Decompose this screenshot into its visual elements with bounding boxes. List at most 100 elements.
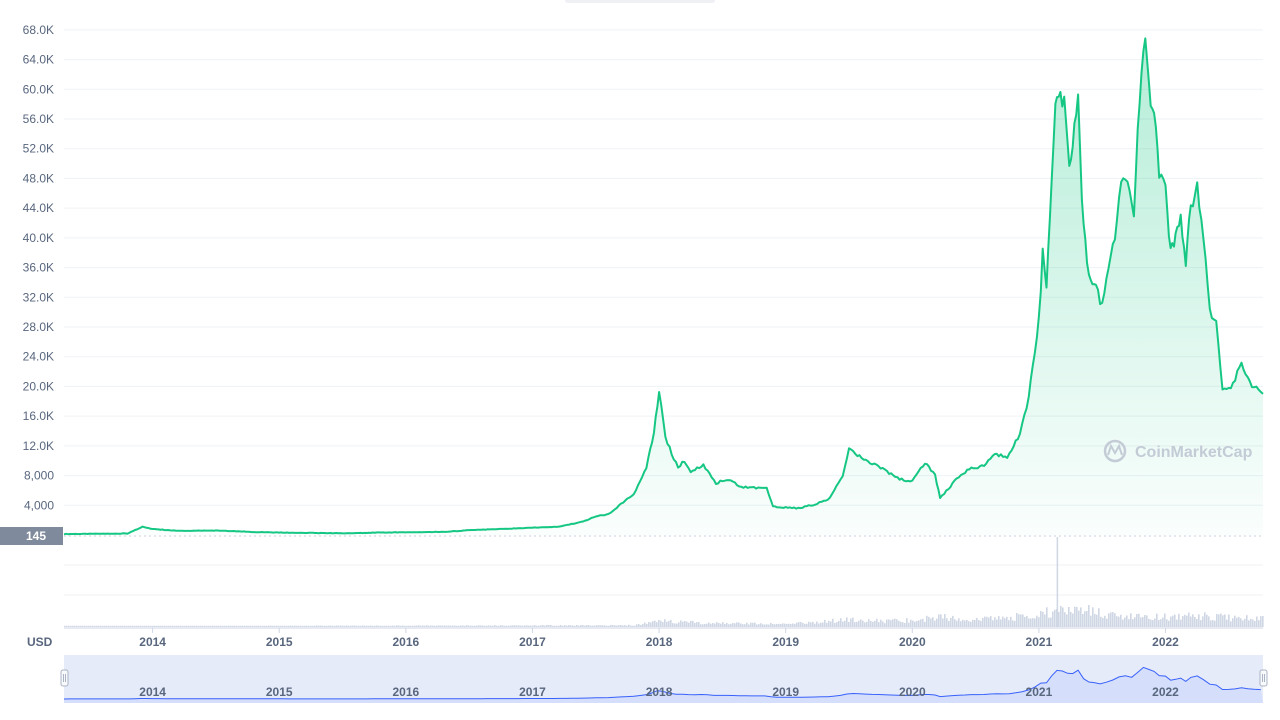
volume-bar xyxy=(504,625,506,627)
volume-bar xyxy=(270,625,272,627)
volume-bar xyxy=(126,626,128,627)
volume-bar xyxy=(464,626,466,627)
volume-bar xyxy=(296,626,298,627)
volume-bar xyxy=(1160,619,1162,627)
volume-bar xyxy=(170,626,172,627)
volume-bar xyxy=(806,623,808,627)
volume-spike-bar xyxy=(1056,537,1059,627)
volume-bar xyxy=(820,622,822,627)
volume-bar xyxy=(242,625,244,627)
volume-bar xyxy=(786,623,788,627)
navigator-tick-label: 2017 xyxy=(519,685,546,699)
volume-bar xyxy=(990,616,992,627)
volume-bar xyxy=(164,626,166,627)
volume-bar xyxy=(850,618,852,627)
volume-bar xyxy=(100,626,102,627)
volume-bar xyxy=(476,625,478,627)
volume-bar xyxy=(1096,614,1098,627)
handle-grip[interactable] xyxy=(60,669,69,687)
volume-bar xyxy=(592,625,594,627)
volume-bar xyxy=(122,626,124,627)
volume-bar xyxy=(666,621,668,627)
volume-bar xyxy=(794,623,796,627)
volume-bar xyxy=(206,626,208,627)
volume-bar xyxy=(842,621,844,627)
volume-bar xyxy=(732,622,734,627)
volume-bar xyxy=(424,625,426,627)
volume-bar xyxy=(146,626,148,627)
volume-bar xyxy=(1116,616,1118,627)
volume-bar xyxy=(892,619,894,627)
volume-bar xyxy=(1086,610,1088,627)
volume-bar xyxy=(136,626,138,627)
volume-bar xyxy=(304,626,306,627)
volume-bar xyxy=(652,621,654,627)
volume-bar xyxy=(132,626,134,627)
navigator-tick-label: 2021 xyxy=(1026,685,1053,699)
volume-bar xyxy=(88,626,90,627)
y-tick-label: 64.0K xyxy=(23,53,54,67)
price-area-fill xyxy=(64,38,1263,536)
volume-bar xyxy=(1252,619,1254,627)
volume-bar xyxy=(188,626,190,627)
volume-bar xyxy=(1190,616,1192,627)
volume-bar xyxy=(1220,613,1222,627)
volume-bar xyxy=(568,625,570,627)
volume-bar xyxy=(384,626,386,627)
volume-bar xyxy=(1008,620,1010,627)
x-tick-label: 2019 xyxy=(772,635,799,649)
navigator-right-handle[interactable] xyxy=(1259,669,1268,687)
volume-bar xyxy=(596,625,598,627)
volume-bar xyxy=(252,626,254,627)
volume-bar xyxy=(874,620,876,627)
volume-bar xyxy=(494,625,496,627)
volume-bar xyxy=(544,625,546,627)
volume-bar xyxy=(590,625,592,627)
handle-grip[interactable] xyxy=(1259,669,1268,687)
volume-bar xyxy=(78,626,80,627)
volume-bar xyxy=(262,626,264,627)
volume-bar xyxy=(326,625,328,627)
volume-bar xyxy=(104,626,106,627)
time-navigator[interactable]: 2014 2015 2016 2017 2018 2019 2020 2021 2022 xyxy=(60,655,1268,703)
volume-bar xyxy=(818,623,820,627)
volume-bar xyxy=(236,625,238,627)
volume-bar xyxy=(182,626,184,627)
y-tick-label: 16.0K xyxy=(23,409,54,423)
navigator-line xyxy=(63,666,1261,700)
volume-bar xyxy=(924,621,926,627)
volume-bar xyxy=(886,619,888,627)
volume-bar xyxy=(440,625,442,627)
volume-bar xyxy=(586,625,588,627)
volume-bar xyxy=(444,625,446,627)
volume-bar xyxy=(1082,613,1084,627)
volume-bar xyxy=(294,625,296,627)
navigator-left-handle[interactable] xyxy=(60,669,69,687)
volume-bar xyxy=(548,625,550,627)
volume-bar xyxy=(1030,618,1032,627)
volume-bar xyxy=(254,625,256,627)
volume-bar xyxy=(160,626,162,627)
volume-bar xyxy=(352,625,354,627)
volume-bar xyxy=(912,620,914,627)
volume-bar xyxy=(358,625,360,627)
volume-bar xyxy=(244,626,246,627)
volume-bar xyxy=(378,625,380,627)
volume-bar xyxy=(1228,614,1230,627)
volume-bar xyxy=(646,623,648,627)
volume-bar xyxy=(190,625,192,627)
volume-bar xyxy=(802,622,804,627)
volume-bar xyxy=(734,623,736,627)
x-tick-label: 2016 xyxy=(392,635,419,649)
volume-bar xyxy=(564,625,566,627)
volume-bar xyxy=(538,625,540,627)
volume-bar xyxy=(386,626,388,627)
volume-bar xyxy=(862,620,864,627)
volume-bar xyxy=(872,621,874,627)
volume-bar xyxy=(434,626,436,627)
volume-bar xyxy=(684,621,686,627)
volume-bar xyxy=(176,625,178,627)
volume-bar xyxy=(900,621,902,627)
volume-bar xyxy=(1260,616,1262,627)
